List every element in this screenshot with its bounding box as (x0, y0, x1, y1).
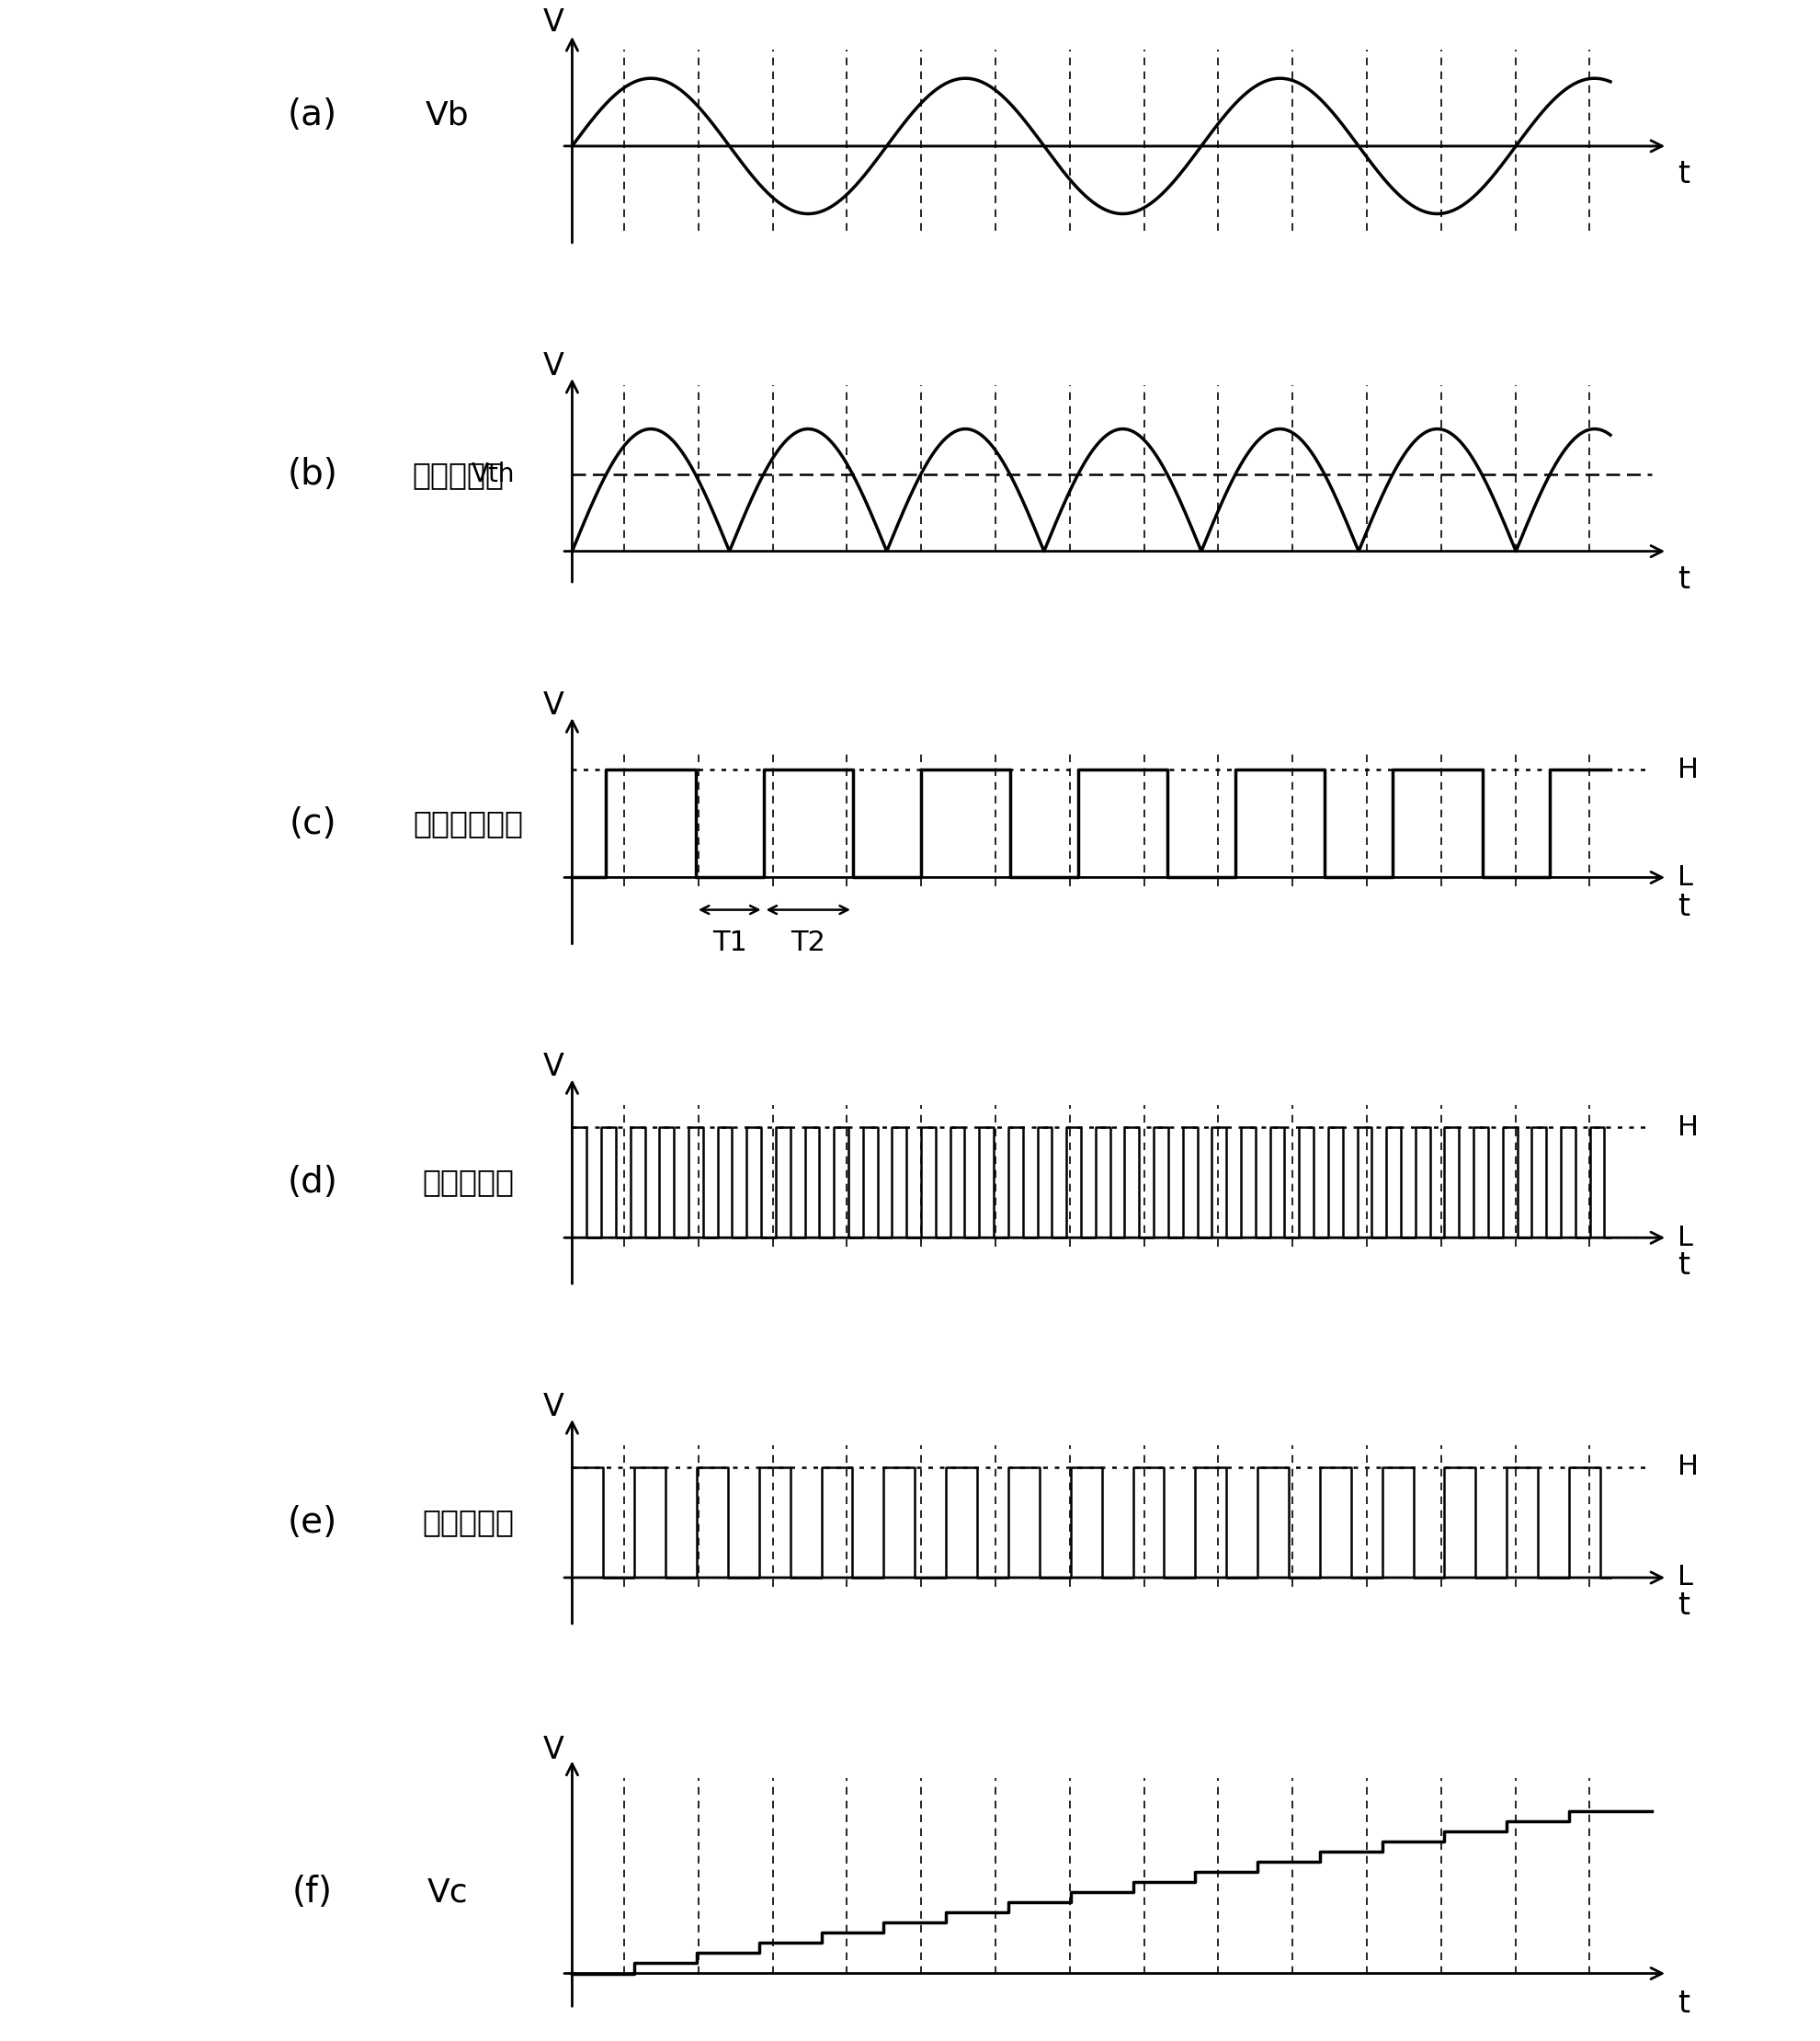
Text: Vc: Vc (428, 1876, 468, 1908)
Text: 计数控制信号: 计数控制信号 (413, 808, 522, 839)
Text: V: V (542, 1051, 564, 1082)
Text: t: t (1676, 1251, 1689, 1282)
Text: 减计数时钟: 减计数时钟 (422, 1506, 513, 1537)
Text: V: V (542, 690, 564, 720)
Text: (a): (a) (288, 98, 337, 133)
Text: V: V (542, 1735, 564, 1765)
Text: H: H (1676, 757, 1698, 784)
Text: T1: T1 (712, 929, 746, 955)
Text: V: V (542, 1392, 564, 1423)
Text: (c): (c) (289, 806, 337, 841)
Text: L: L (1676, 863, 1693, 890)
Text: (e): (e) (288, 1504, 337, 1539)
Text: t: t (1676, 563, 1689, 594)
Text: T2: T2 (790, 929, 824, 955)
Text: 整流部输出: 整流部输出 (411, 459, 504, 490)
Text: t: t (1676, 1990, 1689, 2019)
Text: V: V (542, 8, 564, 37)
Text: t: t (1676, 159, 1689, 190)
Text: t: t (1676, 892, 1689, 923)
Text: (f): (f) (293, 1876, 333, 1910)
Text: Vb: Vb (426, 100, 470, 131)
Text: H: H (1676, 1453, 1698, 1480)
Text: t: t (1676, 1590, 1689, 1621)
Text: L: L (1676, 1563, 1693, 1592)
Text: 增计数时钟: 增计数时钟 (422, 1167, 513, 1198)
Text: (d): (d) (288, 1165, 339, 1200)
Text: (b): (b) (288, 457, 339, 492)
Text: H: H (1676, 1114, 1698, 1141)
Text: Vth: Vth (471, 461, 515, 488)
Text: L: L (1676, 1225, 1693, 1251)
Text: V: V (542, 351, 564, 382)
